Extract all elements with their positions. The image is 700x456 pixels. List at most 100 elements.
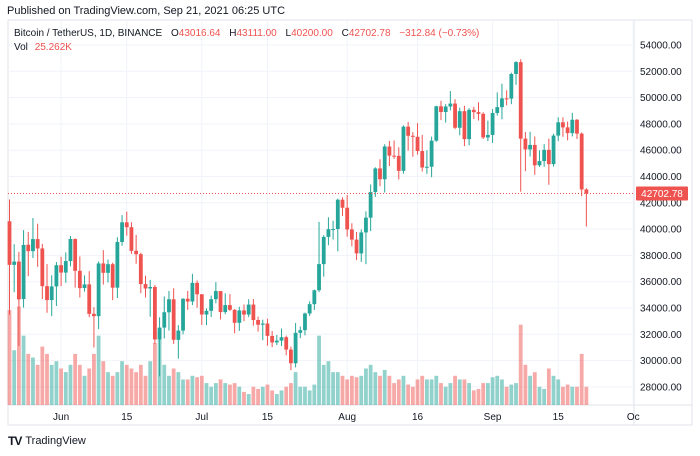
candle — [167, 290, 171, 331]
volume-label[interactable]: Vol — [14, 42, 28, 53]
volume-bar — [331, 372, 336, 405]
candle-body — [284, 337, 289, 350]
volume-bar — [303, 386, 307, 405]
candle-body — [218, 291, 223, 313]
candle — [256, 316, 260, 332]
volume-bar — [242, 391, 246, 405]
candle-body — [195, 282, 199, 295]
candle — [195, 280, 199, 308]
volume-bar — [401, 375, 406, 405]
candle-body — [565, 127, 570, 134]
candle-body — [31, 239, 35, 252]
candle-body — [340, 199, 345, 208]
candle-body — [82, 284, 87, 289]
candle-body — [167, 299, 171, 313]
volume-bar — [92, 353, 96, 405]
candle-body — [467, 109, 472, 140]
legend-ohlc-row: Bitcoin / TetherUS, 1D, BINANCE O43016.6… — [14, 27, 479, 41]
candles — [7, 59, 589, 377]
volume-bar — [63, 372, 68, 405]
candle-body — [401, 126, 406, 171]
candle — [21, 230, 26, 308]
candle — [504, 90, 509, 106]
grid — [8, 20, 634, 405]
time-tick-label: Oc — [627, 412, 640, 423]
candle-body — [96, 263, 101, 317]
volume-bar — [467, 383, 472, 405]
volume-bar — [565, 384, 570, 405]
candle — [457, 107, 462, 136]
volume-bar — [26, 353, 31, 405]
volume-bar — [546, 368, 551, 405]
candle-body — [532, 144, 537, 166]
candle — [321, 235, 326, 277]
volume-bar — [528, 375, 532, 405]
candle-body — [518, 62, 523, 139]
candle-body — [415, 136, 420, 152]
volume-bar — [476, 388, 481, 405]
candle — [429, 136, 434, 178]
candle — [542, 144, 547, 167]
published-caption: Published on TradingView.com, Sep 21, 20… — [7, 5, 286, 17]
candle-body — [152, 286, 157, 340]
time-tick-label: Aug — [338, 412, 356, 423]
price-tick-label: 44000.00 — [640, 172, 682, 183]
volume-bar — [82, 375, 87, 405]
candle-body — [504, 98, 509, 100]
candle-body — [148, 286, 153, 289]
candle — [565, 121, 570, 141]
volume-bar — [518, 324, 523, 405]
candle — [584, 188, 589, 227]
candle — [213, 282, 218, 304]
candle-body — [406, 126, 411, 136]
candle-body — [556, 122, 561, 136]
candle — [134, 234, 139, 264]
volume-bar — [312, 384, 317, 405]
candle-body — [181, 298, 185, 331]
volume-bar — [471, 390, 476, 405]
candle — [410, 132, 415, 157]
candle — [556, 117, 561, 141]
volume-bar — [481, 383, 486, 405]
price-tick-label: 52000.00 — [640, 67, 682, 78]
price-tick-label: 38000.00 — [640, 251, 682, 262]
candle — [298, 326, 303, 339]
volume-bar — [54, 361, 59, 405]
tradingview-logo-icon[interactable]: TV — [8, 434, 22, 448]
candle — [143, 275, 148, 298]
candle-body — [110, 264, 115, 288]
price-axis[interactable]: 54000.00 52000.00 50000.00 48000.00 46000.00… — [640, 41, 682, 394]
time-axis[interactable]: Jun 15 Jul 15 Aug 16 Sep 15 Oc — [53, 412, 640, 423]
candle-body — [354, 239, 359, 254]
price-tick-label: 40000.00 — [640, 225, 682, 236]
volume-bar — [439, 383, 443, 405]
volume-bar — [349, 375, 354, 405]
candle — [218, 290, 223, 320]
candle — [312, 289, 317, 310]
candle-body — [256, 320, 260, 325]
candle — [293, 323, 298, 368]
volume-bar — [514, 383, 518, 405]
candle — [373, 167, 378, 197]
volume-bar — [457, 379, 462, 405]
candle — [265, 318, 270, 346]
volume-bar — [68, 364, 73, 405]
candle — [16, 251, 21, 346]
candle-body — [260, 323, 265, 325]
symbol-label[interactable]: Bitcoin / TetherUS, 1D, BINANCE — [14, 28, 163, 39]
volume-bar — [213, 383, 218, 405]
volume-bar — [415, 379, 420, 405]
volume-bar — [124, 364, 129, 405]
candle-body — [546, 149, 551, 165]
volume-bar — [429, 379, 434, 405]
last-price-label: 42702.78 — [641, 189, 683, 200]
candle-body — [190, 282, 195, 302]
candle-body — [21, 244, 26, 300]
candle-body — [481, 113, 486, 138]
volume-bar — [504, 386, 509, 405]
candle-body — [495, 107, 500, 113]
tradingview-logo-text[interactable]: TradingView — [25, 435, 86, 447]
volume-bar — [246, 394, 251, 405]
candle-body — [476, 112, 481, 114]
